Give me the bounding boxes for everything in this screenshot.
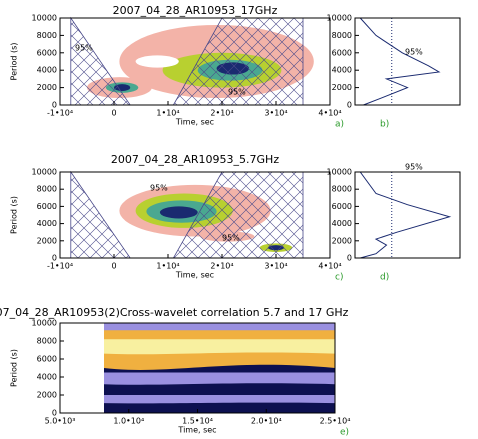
y-tick-label: 0 xyxy=(347,101,352,110)
global-spectrum xyxy=(359,171,452,259)
y-tick-label: 10000 xyxy=(327,168,352,177)
x-tick-label: 1•10⁴ xyxy=(156,262,179,271)
y-tick-label: 0 xyxy=(347,254,352,263)
x-axis-label: Time, sec xyxy=(175,271,214,280)
y-tick-label: 4000 xyxy=(332,219,352,228)
y-tick-label: 6000 xyxy=(37,48,57,57)
y-tick-label: 10000 xyxy=(32,319,57,328)
significance-annotation: 95% xyxy=(228,88,246,97)
panel-title: 2007_04_28_AR10953_17GHz xyxy=(113,4,278,17)
power-contour xyxy=(159,206,198,219)
significance-annotation: 95% xyxy=(222,234,240,243)
panel-label: e) xyxy=(340,428,349,438)
x-axis-label: Time, sec xyxy=(177,426,216,435)
x-tick-label: 1.0•10⁴ xyxy=(113,417,144,426)
y-tick-label: 2000 xyxy=(37,236,57,245)
y-tick-label: 6000 xyxy=(37,202,57,211)
plot-frame xyxy=(59,171,331,259)
x-tick-label: 2.5•10⁴ xyxy=(320,417,351,426)
power-contour xyxy=(135,55,179,68)
y-tick-label: 0 xyxy=(52,254,57,263)
y-tick-label: 4000 xyxy=(332,66,352,75)
y-tick-label: 10000 xyxy=(32,14,57,23)
global-spectrum xyxy=(359,17,441,106)
cross-power-band xyxy=(104,372,335,385)
x-tick-label: 1•10⁴ xyxy=(156,109,179,118)
y-tick-label: 6000 xyxy=(332,202,352,211)
y-tick-label: 4000 xyxy=(37,219,57,228)
x-tick-label: 2•10⁴ xyxy=(210,262,233,271)
x-tick-label: 5.0•10³ xyxy=(45,417,76,426)
x-tick-label: 3•10⁴ xyxy=(264,109,287,118)
y-tick-label: 2000 xyxy=(37,83,57,92)
y-axis-label: Period (s) xyxy=(10,43,19,81)
y-tick-label: 6000 xyxy=(37,355,57,364)
y-axis-label: Period (s) xyxy=(10,196,19,234)
plot-frame xyxy=(354,17,461,106)
y-tick-label: 0 xyxy=(52,101,57,110)
panel-label: b) xyxy=(380,120,389,130)
panel: 0 2000 4000 6000 8000 10000 b) 95% xyxy=(327,14,461,130)
y-tick-label: 4000 xyxy=(37,66,57,75)
x-tick-label: -1•10⁴ xyxy=(47,109,73,118)
panel: 0 2000 4000 6000 8000 10000 d) 95% xyxy=(327,163,461,283)
y-tick-label: 8000 xyxy=(37,31,57,40)
plot-frame xyxy=(59,17,331,106)
y-tick-label: 8000 xyxy=(332,31,352,40)
x-tick-label: 2.0•10⁴ xyxy=(251,417,282,426)
y-tick-label: 6000 xyxy=(332,48,352,57)
x-tick-label: 3•10⁴ xyxy=(264,262,287,271)
significance-annotation: 95% xyxy=(405,163,423,172)
y-tick-label: 8000 xyxy=(37,337,57,346)
panel: 0 2000 4000 6000 8000 10000 5.0•10³ 1.0•10⁴ 1.5•… xyxy=(0,306,350,438)
x-tick-label: 4•10⁴ xyxy=(318,109,341,118)
significance-annotation: 95% xyxy=(405,48,423,57)
x-tick-label: -1•10⁴ xyxy=(47,262,73,271)
y-axis-label: Period (s) xyxy=(10,349,19,387)
significance-annotation: 95% xyxy=(150,184,168,193)
cross-power-band xyxy=(104,339,335,355)
y-tick-label: 8000 xyxy=(37,185,57,194)
y-tick-label: 0 xyxy=(52,409,57,418)
y-tick-label: 2000 xyxy=(332,236,352,245)
x-tick-label: 2•10⁴ xyxy=(210,109,233,118)
y-tick-label: 4000 xyxy=(37,373,57,382)
panel-label: a) xyxy=(335,120,344,130)
cross-power-band xyxy=(104,395,335,404)
significance-annotation: 95% xyxy=(75,44,93,53)
x-tick-label: 0 xyxy=(111,109,116,118)
panel-label: d) xyxy=(380,273,389,283)
x-tick-label: 1.5•10⁴ xyxy=(182,417,213,426)
panel-title: 2007_04_28_AR10953_5.7GHz xyxy=(111,153,279,166)
panel-label: c) xyxy=(335,273,343,283)
y-tick-label: 2000 xyxy=(37,391,57,400)
x-axis-label: Time, sec xyxy=(175,118,214,127)
y-tick-label: 10000 xyxy=(327,14,352,23)
y-tick-label: 2000 xyxy=(332,83,352,92)
y-tick-label: 8000 xyxy=(332,185,352,194)
panel-title: 2007_04_28_AR10953(2)Cross-wavelet corre… xyxy=(0,306,349,319)
x-tick-label: 0 xyxy=(111,262,116,271)
x-tick-label: 4•10⁴ xyxy=(318,262,341,271)
y-tick-label: 10000 xyxy=(32,168,57,177)
plot-frame xyxy=(354,171,461,259)
